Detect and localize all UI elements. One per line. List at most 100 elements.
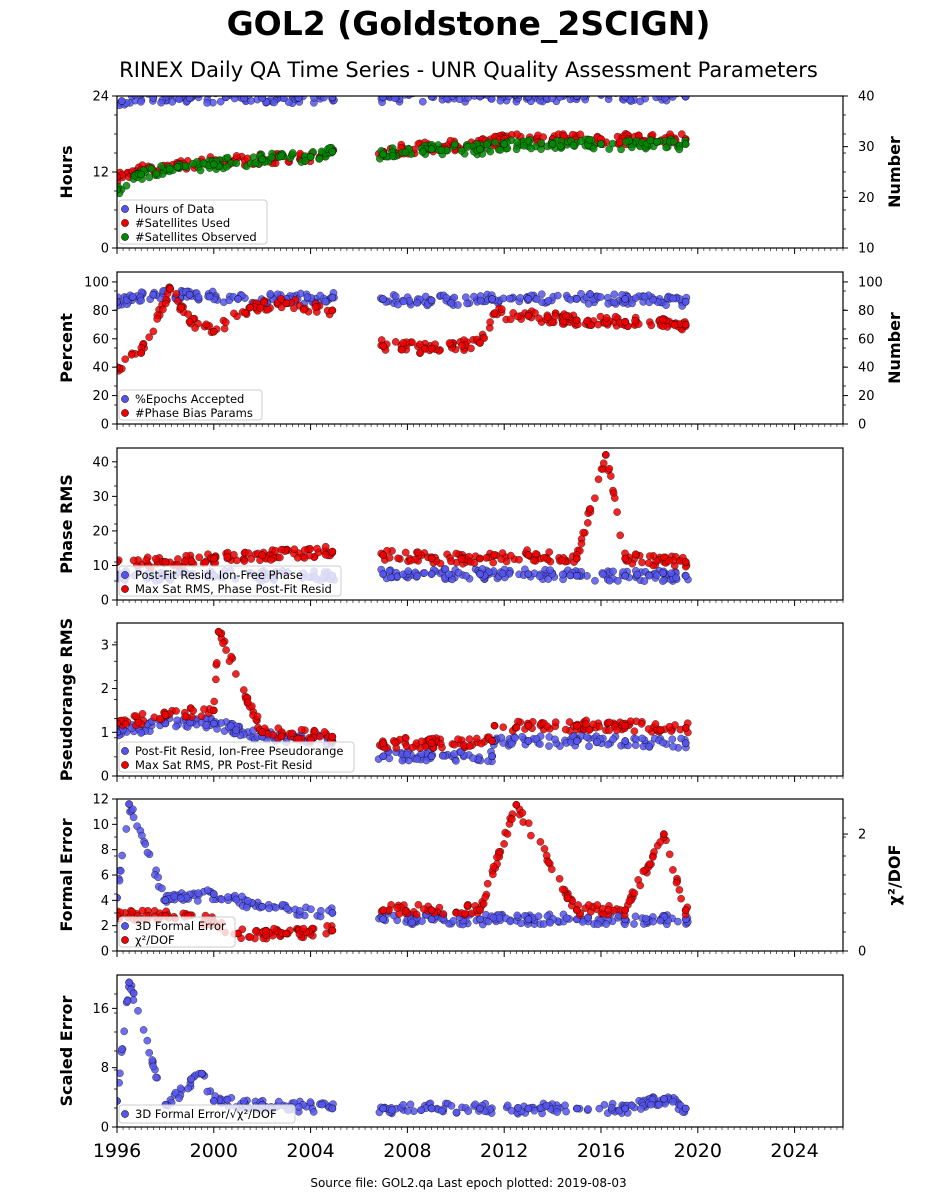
data-marker xyxy=(681,1104,690,1113)
scatter-point xyxy=(239,686,248,694)
scatter-point xyxy=(306,1098,315,1106)
legend-label: Max Sat RMS, Phase Post-Fit Resid xyxy=(135,582,332,596)
scatter-point xyxy=(151,555,160,563)
scatter-point xyxy=(594,475,603,484)
scatter-point xyxy=(640,292,649,301)
scatter-point xyxy=(173,716,181,725)
scatter-point xyxy=(479,899,488,908)
scatter-point xyxy=(449,917,458,925)
scatter-point xyxy=(500,840,508,848)
scatter-point xyxy=(154,873,162,882)
scatter-point xyxy=(611,494,619,502)
data-marker xyxy=(379,915,388,924)
y2-tick-label: 40 xyxy=(858,90,875,105)
x-tick-label: 2024 xyxy=(770,1140,818,1162)
data-marker xyxy=(548,140,557,148)
data-marker xyxy=(258,728,267,737)
y2-axis-label: Number xyxy=(885,136,904,208)
scatter-point xyxy=(297,726,306,734)
data-marker xyxy=(427,296,436,305)
scatter-point xyxy=(662,301,670,310)
legend-marker xyxy=(121,395,129,403)
scatter-point xyxy=(674,917,682,926)
data-marker xyxy=(209,327,218,336)
scatter-point xyxy=(121,720,130,729)
y-tick-label: 30 xyxy=(92,490,109,505)
scatter-point xyxy=(463,299,471,308)
scatter-point xyxy=(476,296,485,305)
data-points xyxy=(117,978,690,1118)
legend: 3D Formal Error/√χ²/DOF xyxy=(118,1104,296,1124)
data-marker xyxy=(660,1094,668,1103)
scatter-point xyxy=(659,577,667,585)
scatter-point xyxy=(145,173,154,182)
scatter-point xyxy=(649,853,657,861)
y2-tick-label: 0 xyxy=(858,418,866,433)
scatter-point xyxy=(612,96,617,97)
data-marker xyxy=(524,721,533,730)
legend-label: Post-Fit Resid, Ion-Free Pseudorange xyxy=(135,744,343,758)
scatter-point xyxy=(589,88,596,95)
scatter-point xyxy=(554,291,562,300)
scatter-point xyxy=(489,870,497,879)
scatter-point xyxy=(212,675,220,684)
scatter-point xyxy=(277,732,286,741)
scatter-point xyxy=(238,892,246,901)
scatter-point xyxy=(543,313,552,322)
scatter-point xyxy=(194,293,203,302)
legend-marker xyxy=(121,585,129,593)
scatter-point xyxy=(512,723,521,732)
data-marker xyxy=(490,721,499,730)
scatter-point xyxy=(413,572,421,581)
scatter-point xyxy=(584,519,592,527)
scatter-point xyxy=(200,705,208,713)
scatter-point xyxy=(406,556,415,565)
scatter-point xyxy=(242,903,251,912)
scatter-point xyxy=(294,1103,303,1111)
scatter-point xyxy=(437,146,446,154)
scatter-point xyxy=(513,911,522,920)
scatter-point xyxy=(414,901,423,909)
scatter-point xyxy=(512,89,519,96)
data-marker xyxy=(149,290,158,299)
scatter-point xyxy=(458,341,466,350)
data-marker xyxy=(209,1097,218,1105)
scatter-point xyxy=(408,918,416,927)
data-marker xyxy=(161,896,170,905)
scatter-point xyxy=(548,96,551,97)
scatter-point xyxy=(655,1100,663,1109)
scatter-point xyxy=(669,1098,677,1106)
data-marker xyxy=(125,978,133,987)
scatter-point xyxy=(536,740,544,748)
data-marker xyxy=(681,906,690,914)
data-marker xyxy=(476,1104,484,1113)
scatter-point xyxy=(605,145,614,153)
scatter-point xyxy=(608,139,617,148)
scatter-point xyxy=(569,141,578,150)
scatter-point xyxy=(195,96,202,98)
scatter-point xyxy=(117,876,124,885)
scatter-point xyxy=(454,568,463,577)
scatter-point xyxy=(438,752,447,760)
scatter-point xyxy=(320,96,328,102)
scatter-point xyxy=(414,548,422,557)
scatter-point xyxy=(117,867,125,875)
scatter-point xyxy=(398,756,407,765)
data-marker xyxy=(524,737,533,745)
y-tick-label: 0 xyxy=(101,242,109,257)
scatter-point xyxy=(222,162,231,171)
scatter-point xyxy=(506,551,515,560)
scatter-point xyxy=(582,720,590,729)
data-marker xyxy=(488,752,496,761)
y-tick-label: 0 xyxy=(101,418,109,433)
scatter-point xyxy=(177,303,186,312)
scatter-point xyxy=(129,805,137,814)
scatter-point xyxy=(311,303,320,312)
scatter-point xyxy=(438,96,446,99)
data-marker xyxy=(125,800,133,808)
scatter-point xyxy=(399,1101,408,1109)
scatter-point xyxy=(660,553,668,562)
x-tick-label: 2012 xyxy=(480,1140,528,1162)
scatter-point xyxy=(141,840,150,848)
scatter-point xyxy=(290,545,299,554)
